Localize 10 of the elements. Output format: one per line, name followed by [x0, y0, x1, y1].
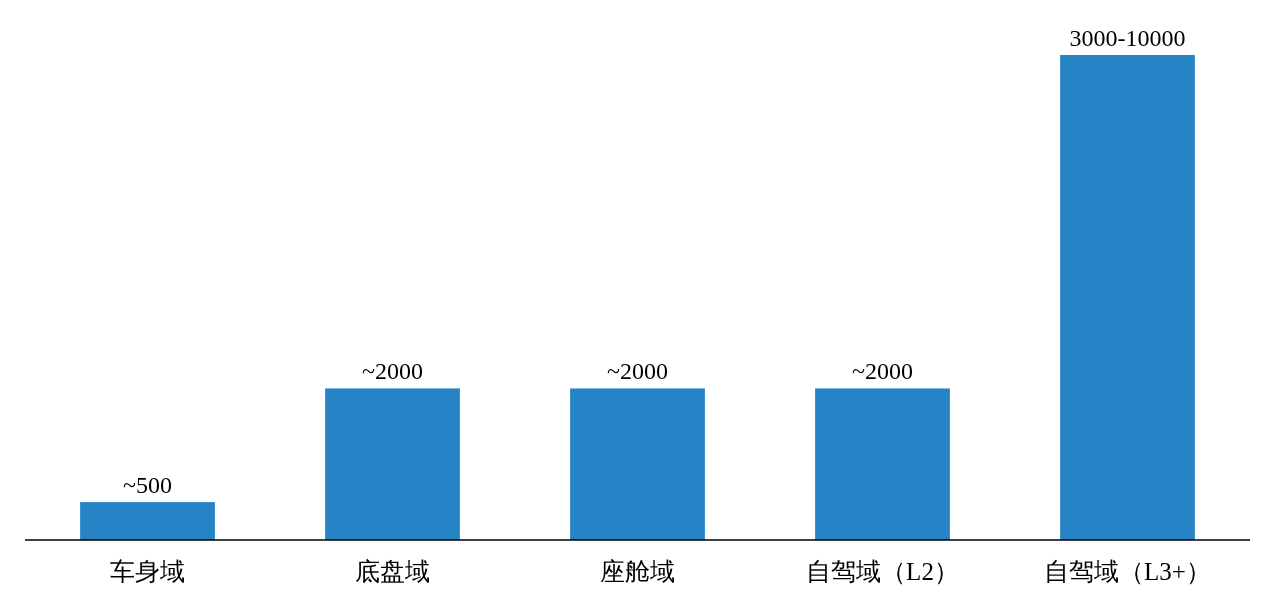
data-label: ~2000 — [607, 358, 668, 385]
data-label: ~500 — [123, 472, 172, 499]
x-tick-label: 座舱域 — [600, 558, 675, 585]
data-label: ~2000 — [362, 358, 423, 385]
x-tick-label: 自驾域（L3+） — [1044, 558, 1211, 585]
x-tick-label: 自驾域（L2） — [806, 558, 959, 585]
x-tick-label: 底盘域 — [355, 558, 430, 585]
data-label: 3000-10000 — [1069, 25, 1186, 51]
data-label: ~2000 — [852, 358, 913, 385]
x-tick-label: 车身域 — [110, 558, 185, 585]
